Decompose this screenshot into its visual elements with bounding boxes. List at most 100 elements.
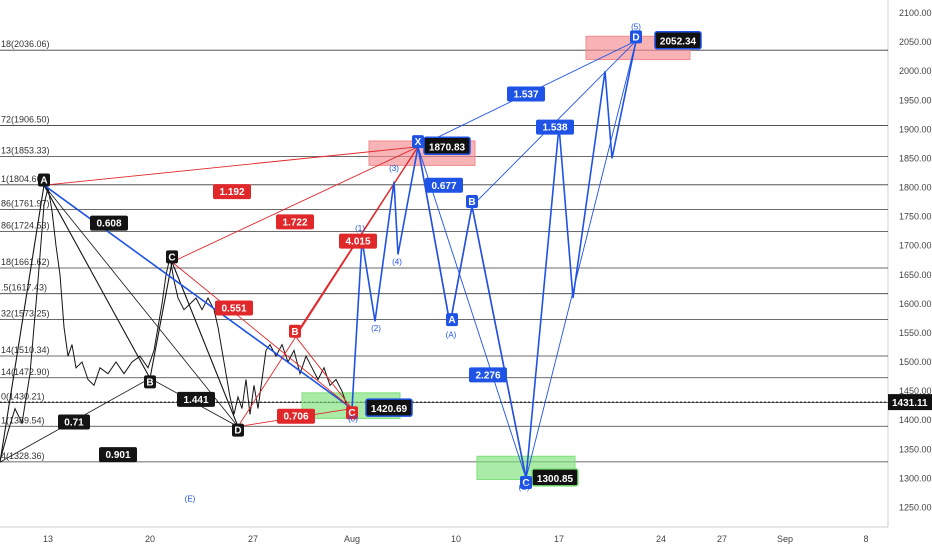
price-line xyxy=(0,187,349,462)
ratio-label-box xyxy=(507,86,545,102)
x-tick-label: Aug xyxy=(344,534,360,544)
point-label: B xyxy=(146,377,153,388)
wave-label: (C) xyxy=(518,483,529,492)
fib-level-label: 18(1661.62) xyxy=(1,257,50,267)
ratio-label-box xyxy=(90,215,128,231)
fib-level-label: 14(1510.34) xyxy=(1,345,50,355)
fib-level-label: 13(1853.33) xyxy=(1,145,50,155)
x-tick-label: 8 xyxy=(863,534,868,544)
current-price-tag xyxy=(888,394,932,411)
price-tag-value: 1300.85 xyxy=(537,474,574,485)
ratio-label: 1.722 xyxy=(282,217,307,228)
y-tick-label: 1700.00 xyxy=(899,241,932,251)
ratio-label-box xyxy=(425,177,463,193)
point-label-box xyxy=(346,406,358,420)
ratio-label: 0.901 xyxy=(105,450,130,461)
ratio-label: 0.677 xyxy=(431,181,456,192)
ratio-label-box xyxy=(99,447,137,463)
point-label: X xyxy=(415,137,422,148)
fib-level-label: 4(1328.36) xyxy=(1,451,45,461)
point-label: B xyxy=(291,327,298,338)
y-tick-label: 1550.00 xyxy=(899,328,932,338)
point-label-box xyxy=(38,173,50,187)
x-tick-label: 13 xyxy=(43,534,53,544)
fib-level-label: 32(1573.25) xyxy=(1,308,50,318)
ratio-label-box xyxy=(177,391,215,407)
y-tick-label: 2100.00 xyxy=(899,8,932,18)
price-series xyxy=(0,187,349,462)
y-tick-label: 1600.00 xyxy=(899,299,932,309)
ratio-label: 1.192 xyxy=(219,187,244,198)
point-label-box xyxy=(630,30,642,44)
wave-label: (1) xyxy=(355,224,365,233)
pattern-red-wave xyxy=(294,144,527,479)
wave-label: (5) xyxy=(631,22,641,31)
ratio-label: 2.276 xyxy=(475,370,500,381)
y-tick-label: 1650.00 xyxy=(899,270,932,280)
point-label-box xyxy=(166,250,178,264)
point-label-box xyxy=(520,476,532,490)
wave-label: (A) xyxy=(446,331,457,340)
point-label: D xyxy=(234,426,241,437)
ratio-label: 0.551 xyxy=(221,304,246,315)
point-label-box xyxy=(412,135,424,149)
y-tick-label: 1400.00 xyxy=(899,415,932,425)
y-tick-label: 1250.00 xyxy=(899,502,932,512)
x-tick-label: 27 xyxy=(248,534,258,544)
y-tick-label: 1900.00 xyxy=(899,124,932,134)
fib-level-label: 14(1472.90) xyxy=(1,367,50,377)
ratio-label: 0.71 xyxy=(64,418,84,429)
wave-label: (3) xyxy=(389,164,399,173)
price-tag-box xyxy=(531,468,579,487)
pattern-blue-cd xyxy=(525,40,637,479)
y-tick-label: 1800.00 xyxy=(899,183,932,193)
ratio-label-box xyxy=(276,214,314,230)
point-label: D xyxy=(632,32,639,43)
point-label: B xyxy=(468,197,475,208)
ratio-label-box xyxy=(215,300,253,316)
point-label-box xyxy=(446,313,458,327)
y-tick-label: 1850.00 xyxy=(899,153,932,163)
point-label: C xyxy=(168,252,175,263)
y-tick-label: 2050.00 xyxy=(899,37,932,47)
x-tick-label: 17 xyxy=(554,534,564,544)
price-tag-value: 1870.83 xyxy=(429,142,466,153)
point-label-box xyxy=(232,423,244,437)
fib-level-label: 86(1724.53) xyxy=(1,220,50,230)
wave-label: (0) xyxy=(348,414,358,423)
ratio-label-box xyxy=(536,119,574,135)
pattern-blue-xc xyxy=(417,146,527,479)
ratio-label: 1.441 xyxy=(183,395,208,406)
point-label-box xyxy=(144,375,156,389)
fib-level-label: 86(1761.97) xyxy=(1,199,50,209)
point-label: A xyxy=(40,176,47,187)
ratio-label: 0.608 xyxy=(96,219,121,230)
annotations: 2052.34 1870.83 1420.69 1300.85 1.192 1.722 4.… xyxy=(38,22,702,504)
ratio-label: 0.706 xyxy=(283,412,308,423)
ratio-label-box xyxy=(469,367,507,383)
point-label: A xyxy=(448,315,455,326)
ratio-label: 1.537 xyxy=(513,89,538,100)
wave-label: (2) xyxy=(371,324,381,333)
point-label-box xyxy=(289,324,301,338)
fib-levels: 18(2036.06) 72(1906.50) 13(1853.33) 1(1804.… xyxy=(0,39,888,463)
y-tick-label: 1450.00 xyxy=(899,386,932,396)
wave-label: (4) xyxy=(392,257,402,266)
x-tick-label: 27 xyxy=(717,534,727,544)
y-tick-label: 1950.00 xyxy=(899,95,932,105)
wave-label: (E) xyxy=(185,495,196,504)
price-tag-value: 2052.34 xyxy=(660,37,697,48)
x-tick-label: 24 xyxy=(656,534,666,544)
x-tick-label: 20 xyxy=(145,534,155,544)
fib-level-label: .5(1617.43) xyxy=(1,283,47,293)
ratio-label-box xyxy=(213,184,251,200)
y-tick-label: 1500.00 xyxy=(899,357,932,367)
fib-level-label: 0(1430.21) xyxy=(1,392,45,402)
y-tick-label: 1750.00 xyxy=(899,212,932,222)
ratio-label-box xyxy=(277,408,315,424)
fib-level-label: 18(2036.06) xyxy=(1,39,50,49)
pattern-red-2 xyxy=(171,146,419,263)
